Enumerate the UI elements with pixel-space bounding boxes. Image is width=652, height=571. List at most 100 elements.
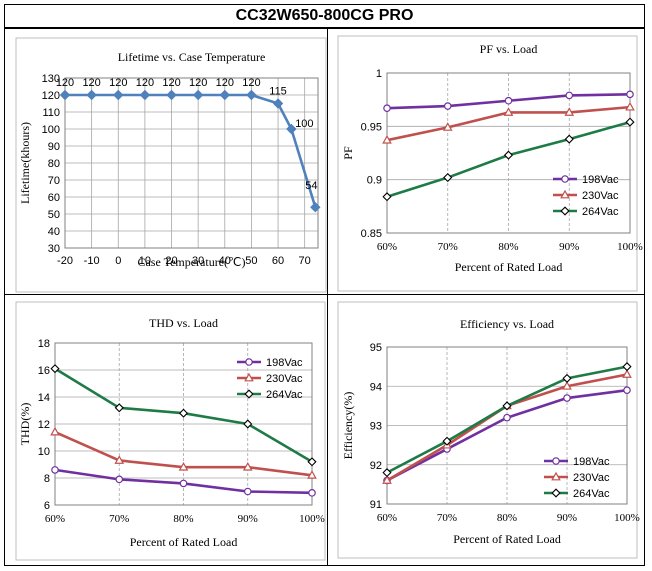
legend-label: 198Vac — [266, 357, 303, 369]
data-point-Lifetime — [59, 89, 71, 101]
data-point-Lifetime — [219, 89, 230, 101]
plot-area-border — [54, 342, 313, 506]
y-tick-label: 16 — [38, 365, 50, 377]
data-point-264Vac — [243, 419, 253, 429]
x-axis-label: Percent of Rated Load — [130, 535, 238, 549]
x-tick-label: 70% — [109, 513, 129, 525]
legend-label: 230Vac — [573, 472, 610, 484]
y-tick-label: 14 — [38, 392, 50, 404]
x-tick-label: 60% — [377, 512, 397, 524]
chart-title: Efficiency vs. Load — [460, 317, 554, 331]
data-point-230Vac — [442, 122, 453, 131]
y-tick-label: 18 — [38, 338, 50, 350]
data-point-264Vac — [502, 401, 512, 411]
legend-marker-198Vac — [245, 358, 253, 366]
y-axis-label: PF — [341, 146, 355, 160]
x-tick-label: 0 — [115, 255, 121, 267]
data-point-264Vac — [564, 134, 574, 144]
y-tick-label: 0.85 — [361, 228, 382, 240]
data-point-264Vac — [114, 403, 124, 413]
data-label: 120 — [136, 77, 154, 89]
data-label: 120 — [82, 77, 100, 89]
x-tick-label: 70 — [299, 255, 311, 267]
data-point-Lifetime — [310, 201, 321, 213]
chart-area-border — [337, 35, 638, 292]
legend-marker-230Vac — [560, 189, 570, 199]
legend-label: 198Vac — [573, 456, 610, 468]
y-tick-label: 30 — [48, 243, 60, 255]
y-tick-label: 40 — [48, 226, 60, 238]
y-tick-label: 130 — [42, 73, 60, 85]
data-point-Lifetime — [166, 89, 177, 101]
thd-chart: THD vs. Load 6 8 10 12 14 16 18 60% 70% 80% 90% 100%… — [15, 301, 326, 561]
thd-chart-panel: THD vs. Load 6 8 10 12 14 16 18 60% 70% 80% 90% 100%… — [4, 294, 328, 566]
x-tick-label: 20 — [165, 255, 177, 267]
y-tick-label: 120 — [42, 90, 60, 102]
data-point-198Vac — [179, 479, 188, 488]
y-tick-label: 8 — [44, 473, 50, 485]
x-tick-label: 70% — [438, 241, 458, 253]
y-tick-label: 91 — [370, 499, 382, 511]
x-axis-label: Case Temperature(℃) — [137, 255, 245, 269]
lifetime-chart: Lifetime vs. Case Temperature 30 40 50 60 70 8… — [15, 37, 327, 293]
x-axis-label: Percent of Rated Load — [455, 260, 563, 274]
data-point-198Vac — [115, 475, 124, 484]
legend-marker-230Vac — [551, 471, 561, 481]
data-label: 100 — [295, 118, 313, 130]
pf-chart: PF vs. Load 0.85 0.9 0.95 1 60% 70% 80% 90% 100% P… — [337, 35, 643, 292]
x-tick-label: 80% — [498, 241, 518, 253]
data-point-264Vac — [50, 364, 60, 374]
data-point-264Vac — [622, 362, 632, 372]
data-point-Lifetime — [86, 89, 97, 101]
x-tick-label: 90% — [557, 512, 577, 524]
eff-chart-panel: Efficiency vs. Load 91 92 93 94 95 60% 70% 80% 90… — [327, 294, 645, 566]
data-point-264Vac — [443, 172, 453, 183]
x-tick-label: 100% — [299, 513, 325, 525]
pf-chart-panel: PF vs. Load 0.85 0.9 0.95 1 60% 70% 80% 90% 100% P… — [327, 28, 645, 295]
y-tick-label: 50 — [48, 209, 60, 221]
sheet-title: CC32W650-800CG PRO — [4, 4, 645, 28]
y-tick-label: 93 — [370, 421, 382, 433]
data-point-Lifetime — [272, 98, 284, 109]
data-point-Lifetime — [246, 89, 257, 101]
data-point-198Vac — [503, 413, 511, 422]
y-tick-label: 80 — [48, 158, 60, 170]
y-tick-label: 70 — [48, 175, 60, 187]
data-point-264Vac — [307, 457, 317, 467]
x-tick-label: -10 — [84, 255, 100, 267]
data-label: 120 — [56, 77, 74, 89]
x-tick-label: 60 — [272, 255, 284, 267]
legend-marker-264Vac — [560, 206, 570, 216]
x-tick-label: 100% — [614, 512, 640, 524]
data-point-Lifetime — [113, 89, 124, 101]
data-label: 120 — [242, 77, 260, 89]
x-tick-label: 60% — [45, 513, 65, 525]
x-tick-label: 90% — [238, 513, 258, 525]
y-tick-label: 90 — [48, 141, 60, 153]
data-point-230Vac — [242, 461, 253, 471]
data-point-230Vac — [625, 101, 635, 111]
data-point-Lifetime — [139, 89, 151, 101]
y-tick-label: 0.95 — [361, 121, 382, 133]
y-tick-label: 6 — [44, 500, 50, 512]
data-label: 120 — [189, 77, 207, 89]
x-tick-label: 30 — [192, 255, 204, 267]
y-tick-label: 110 — [42, 107, 60, 119]
legend-label: 264Vac — [582, 206, 619, 218]
legend-label: 230Vac — [582, 190, 619, 202]
y-tick-label: 100 — [42, 124, 60, 136]
data-point-198Vac — [504, 96, 513, 105]
legend-marker-264Vac — [551, 488, 561, 498]
y-tick-label: 60 — [48, 192, 60, 204]
data-point-230Vac — [382, 475, 392, 484]
chart-area-border — [15, 301, 326, 561]
x-tick-label: 100% — [617, 241, 643, 253]
legend-label: 264Vac — [573, 488, 610, 500]
efficiency-chart: Efficiency vs. Load 91 92 93 94 95 60% 70% 80% 90… — [337, 301, 640, 559]
y-tick-label: 12 — [38, 419, 50, 431]
data-point-198Vac — [623, 386, 631, 394]
y-axis-label: Efficiency(%) — [341, 392, 355, 460]
data-point-264Vac — [442, 436, 452, 446]
data-point-198Vac — [563, 394, 571, 402]
